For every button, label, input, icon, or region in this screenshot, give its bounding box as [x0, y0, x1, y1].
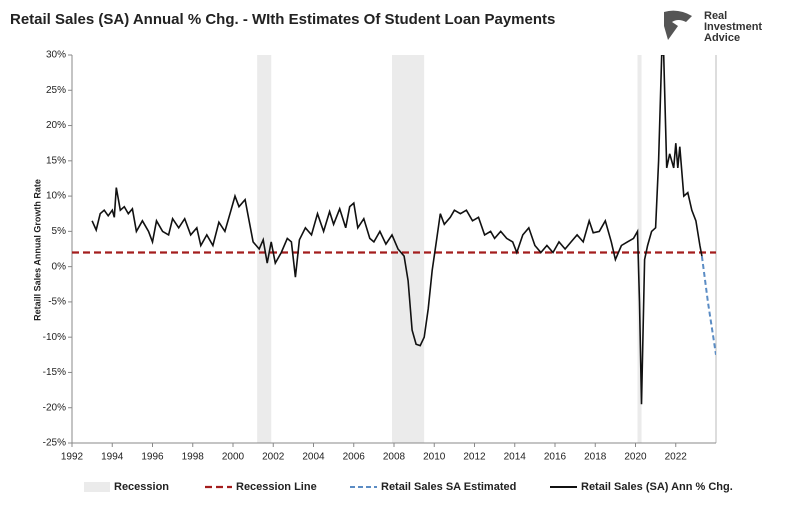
x-tick-label: 2004: [302, 452, 325, 463]
legend-label: Retail Sales SA Estimated: [381, 481, 516, 493]
recession-band: [637, 55, 642, 443]
y-tick-label: 15%: [46, 155, 66, 166]
y-tick-label: 10%: [46, 191, 66, 202]
y-tick-label: 25%: [46, 85, 66, 96]
y-tick-label: -5%: [48, 297, 66, 308]
chart-title: Retail Sales (SA) Annual % Chg. - WIth E…: [10, 11, 555, 28]
x-tick-label: 2020: [624, 452, 647, 463]
series-line: [91, 55, 703, 405]
y-tick-label: -25%: [43, 438, 66, 449]
x-tick-label: 1996: [141, 452, 164, 463]
x-tick-label: 1992: [61, 452, 84, 463]
legend-label: Recession Line: [236, 481, 317, 493]
x-tick-label: 2018: [584, 452, 607, 463]
y-tick-label: -15%: [43, 367, 66, 378]
legend-label: Retail Sales (SA) Ann % Chg.: [581, 481, 733, 493]
x-tick-label: 2002: [262, 452, 285, 463]
x-tick-label: 2014: [504, 452, 527, 463]
x-tick-label: 1994: [101, 452, 124, 463]
brand-text: Real: [704, 10, 727, 22]
series-line: [700, 255, 716, 355]
legend-label: Recession: [114, 481, 169, 493]
y-tick-label: 5%: [52, 226, 67, 237]
x-tick-label: 2006: [343, 452, 366, 463]
y-tick-label: -10%: [43, 332, 66, 343]
y-tick-label: 30%: [46, 50, 66, 61]
legend-swatch: [84, 482, 110, 492]
recession-band: [391, 55, 425, 443]
y-axis-label: Retaill Sales Annual Growth Rate: [32, 179, 42, 321]
x-tick-label: 2016: [544, 452, 567, 463]
y-tick-label: -20%: [43, 402, 66, 413]
logo-icon: [664, 10, 692, 40]
brand-text: Investment: [704, 21, 762, 33]
brand-logo: Real Investment Advice: [664, 10, 762, 44]
x-tick-label: 2000: [222, 452, 245, 463]
x-tick-label: 2012: [463, 452, 486, 463]
x-tick-label: 2008: [383, 452, 406, 463]
x-tick-label: 2010: [423, 452, 446, 463]
x-tick-label: 1998: [182, 452, 205, 463]
y-tick-label: 20%: [46, 120, 66, 131]
y-tick-label: 0%: [52, 261, 67, 272]
x-tick-label: 2022: [665, 452, 688, 463]
brand-text: Advice: [704, 32, 740, 44]
